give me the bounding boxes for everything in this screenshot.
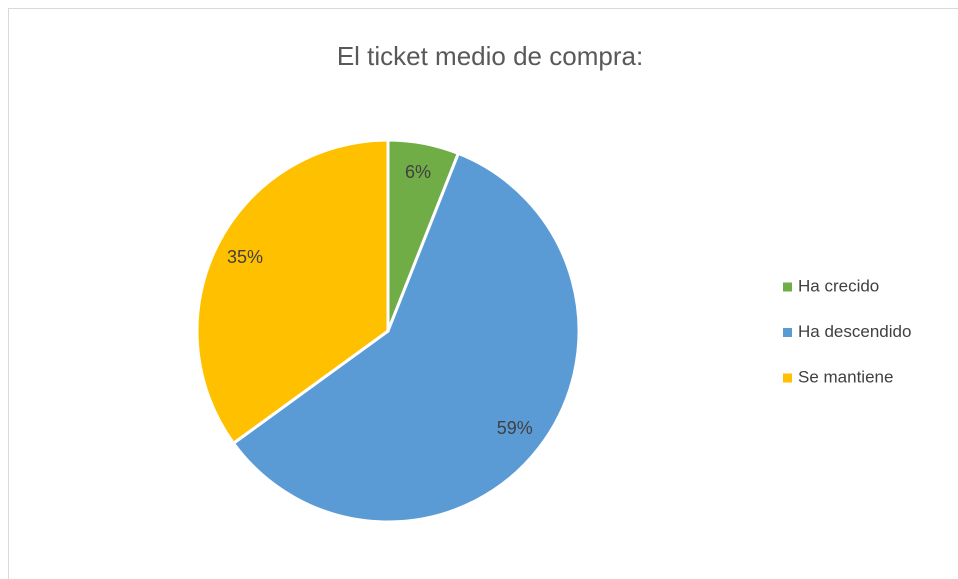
pie-slice <box>195 138 390 446</box>
legend-label: Ha crecido <box>798 276 879 295</box>
legend-swatch <box>783 373 792 383</box>
data-label: 59% <box>497 418 533 438</box>
chart-title: El ticket medio de compra: <box>337 41 643 71</box>
data-label: 6% <box>405 162 431 182</box>
legend-label: Se mantiene <box>798 367 893 386</box>
pie-slice <box>231 151 581 524</box>
legend-label: Ha descendido <box>798 322 911 341</box>
data-label: 35% <box>227 247 263 267</box>
legend-swatch <box>783 328 792 337</box>
legend-swatch <box>783 282 792 292</box>
